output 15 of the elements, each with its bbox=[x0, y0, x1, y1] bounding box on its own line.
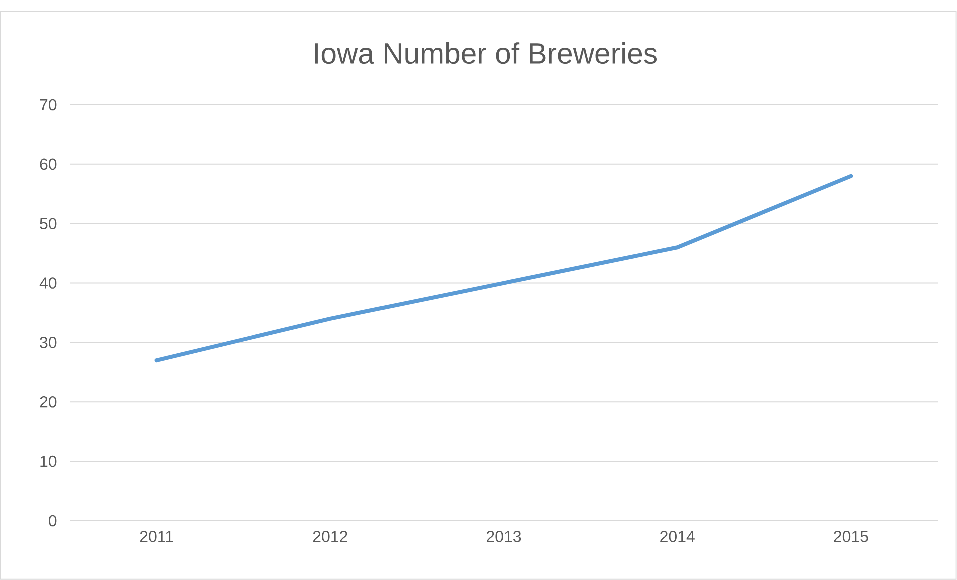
y-tick-label: 30 bbox=[40, 337, 57, 348]
x-tick-label: 2011 bbox=[140, 531, 174, 542]
chart-title: Iowa Number of Breweries bbox=[315, 42, 658, 64]
y-tick-label: 60 bbox=[40, 158, 57, 170]
y-tick-label: 10 bbox=[40, 456, 57, 468]
y-tick-label: 40 bbox=[40, 278, 57, 289]
line-series bbox=[154, 174, 854, 363]
y-tick-label: 20 bbox=[40, 396, 57, 408]
y-tick-label: 70 bbox=[40, 99, 57, 111]
y-tick-label: 50 bbox=[40, 218, 57, 230]
y-tick-label: 0 bbox=[49, 515, 57, 527]
x-tick-label: 2014 bbox=[660, 531, 695, 542]
x-tick-label: 2013 bbox=[487, 531, 522, 542]
x-tick-label: 2012 bbox=[313, 531, 348, 542]
x-tick-label: 2015 bbox=[834, 531, 868, 542]
